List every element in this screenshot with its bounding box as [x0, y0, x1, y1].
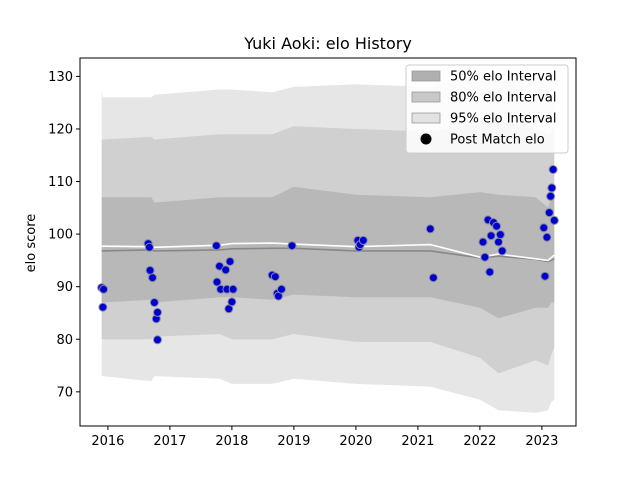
x-tick-label: 2019 [277, 434, 310, 449]
post-match-point [270, 272, 280, 282]
post-match-point [546, 191, 556, 201]
post-match-point [228, 284, 238, 294]
post-match-point [99, 284, 109, 294]
axes: 2016 2017 2018 2019 2020 2021 2022 2023 70 80 90 10… [48, 57, 577, 449]
post-match-point [480, 252, 490, 262]
x-tick-label: 2016 [91, 434, 124, 449]
x-tick-label: 2020 [339, 434, 372, 449]
post-match-point [153, 307, 162, 317]
post-match-point [549, 215, 559, 225]
legend-50-interval-swatch [411, 70, 441, 82]
x-tick-label: 2021 [401, 434, 434, 449]
post-match-point [144, 242, 154, 252]
post-match-point [98, 302, 108, 312]
legend-80-interval-swatch [411, 91, 441, 103]
legend-80-interval-label: 80% elo Interval [450, 91, 557, 106]
post-match-point [542, 232, 552, 242]
post-match-point [486, 231, 496, 241]
post-match-point [544, 208, 554, 218]
y-axis-label: elo score [24, 214, 39, 273]
post-match-point [428, 273, 438, 283]
post-match-point [227, 297, 237, 307]
legend-50-interval-label: 50% elo Interval [450, 70, 557, 85]
post-match-point [358, 235, 368, 245]
post-match-point [277, 284, 286, 294]
post-match-point [548, 165, 558, 174]
legend: 50% elo Interval 80% elo Interval 95% elo … [405, 64, 569, 154]
post-match-point [148, 273, 157, 283]
post-match-point [539, 223, 549, 233]
post-match-point [540, 271, 550, 281]
chart-title: Yuki Aoki: elo History [243, 34, 412, 53]
post-match-point [485, 267, 495, 277]
post-match-point [153, 335, 162, 345]
x-tick-label: 2022 [463, 434, 496, 449]
post-match-point [225, 257, 235, 266]
y-tick-label: 90 [56, 280, 73, 295]
median-line [101, 247, 555, 263]
post-match-point [425, 224, 435, 234]
post-match-point [221, 265, 231, 275]
legend-95-interval-swatch [411, 112, 441, 124]
axes-frame [79, 57, 577, 427]
legend-box [405, 64, 569, 154]
plot-inner [97, 73, 559, 413]
post-match-point [212, 277, 222, 287]
post-match-point [478, 237, 488, 247]
y-tick-label: 130 [48, 70, 73, 85]
post-match-point [287, 241, 297, 251]
x-tick-label: 2018 [215, 434, 248, 449]
post-match-point [547, 183, 557, 193]
legend-post-match-label: Post Match elo [450, 133, 545, 148]
legend-post-match-marker [420, 133, 432, 145]
post-match-point [497, 246, 507, 256]
legend-95-interval-label: 95% elo Interval [450, 112, 557, 127]
x-tick-label: 2017 [153, 434, 186, 449]
y-tick-label: 70 [56, 385, 73, 400]
post-match-point [149, 298, 159, 307]
post-match-point [494, 237, 503, 247]
y-tick-label: 80 [56, 333, 73, 348]
post-match-point [211, 241, 221, 251]
y-tick-label: 120 [48, 122, 73, 137]
post-match-point [492, 221, 502, 231]
x-tick-label: 2023 [525, 434, 558, 449]
post-match-point [495, 230, 505, 240]
y-tick-label: 100 [48, 228, 73, 243]
plot-area [97, 73, 559, 413]
y-tick-label: 110 [48, 175, 73, 190]
post-match-point [145, 265, 155, 275]
